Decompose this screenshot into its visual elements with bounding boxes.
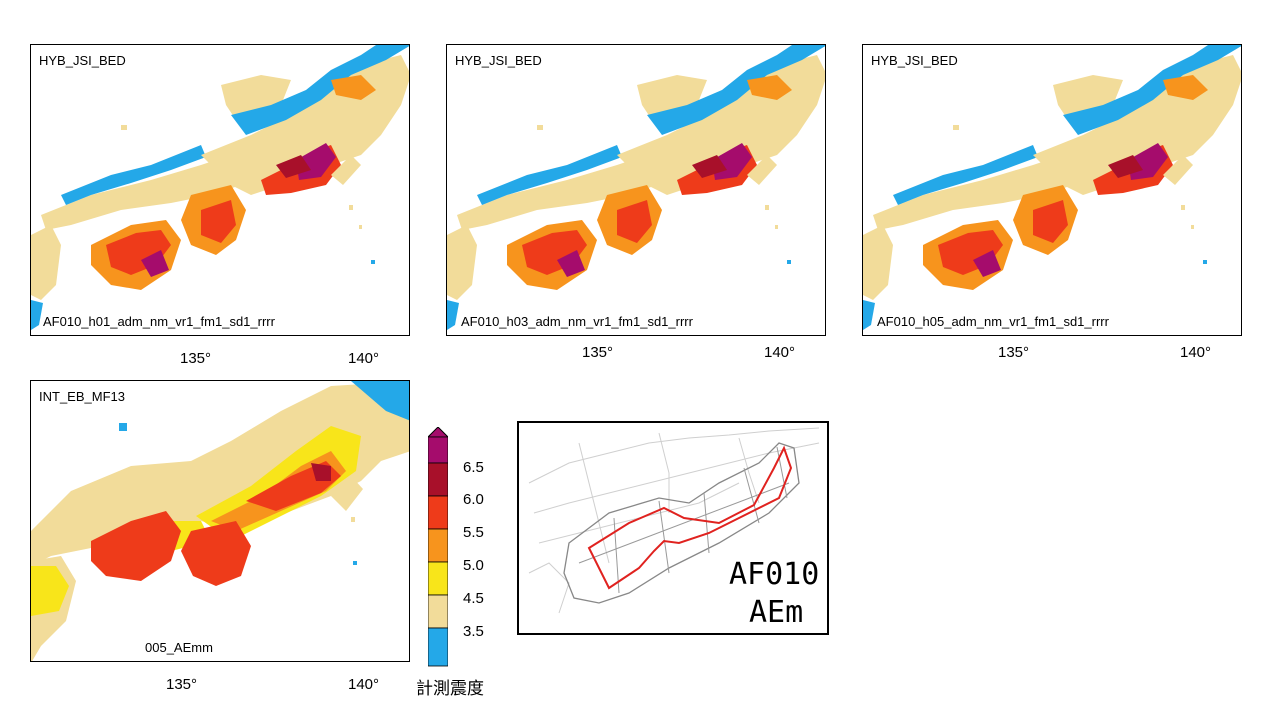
panel-title: HYB_JSI_BED [39,53,126,68]
colorbar-label-4-5: 4.5 [463,590,484,607]
map-frame: HYB_JSI_BED AF010_h01_adm_nm_vr1_fm1_sd1… [30,44,410,336]
x-tick-label-135: 135° [166,676,198,693]
colorbar-label-6-5: 6.5 [463,459,484,476]
map-frame: HYB_JSI_BED AF010_h05_adm_nm_vr1_fm1_sd1… [862,44,1242,336]
source-region-inset: AF010 AEm [517,421,829,635]
intensity-map [447,45,825,330]
panel-title: HYB_JSI_BED [455,53,542,68]
inset-label-model: AEm [749,595,804,630]
panel-case-label: AF010_h05_adm_nm_vr1_fm1_sd1_rrrr [877,314,1109,329]
colorbar [426,426,450,667]
intensity-map [31,45,409,330]
x-tick-label-135: 135° [998,344,1030,361]
colorbar-label-6-0: 6.0 [463,491,484,508]
intensity-map [31,381,409,661]
colorbar-label-3-5: 3.5 [463,623,484,640]
map-frame: INT_EB_MF13 005_AEmm [30,380,410,662]
x-tick-label-140: 140° [1180,344,1212,361]
x-tick-label-140: 140° [764,344,796,361]
inset-label-fault: AF010 [729,557,820,592]
map-frame: HYB_JSI_BED AF010_h03_adm_nm_vr1_fm1_sd1… [446,44,826,336]
colorbar-title: 計測震度 [416,679,484,699]
panel-title: INT_EB_MF13 [39,389,125,404]
panel-title: HYB_JSI_BED [871,53,958,68]
colorbar-label-5-5: 5.5 [463,524,484,541]
x-tick-label-140: 140° [348,676,380,693]
colorbar-label-5-0: 5.0 [463,557,484,574]
panel-case-label: AF010_h03_adm_nm_vr1_fm1_sd1_rrrr [461,314,693,329]
intensity-map [863,45,1241,330]
panel-case-label: 005_AEmm [145,640,213,655]
x-tick-label-140: 140° [348,350,380,367]
panel-case-label: AF010_h01_adm_nm_vr1_fm1_sd1_rrrr [43,314,275,329]
fault-outline-map [528,427,820,614]
x-tick-label-135: 135° [582,344,614,361]
colorbar-scale [426,426,450,667]
x-tick-label-135: 135° [180,350,212,367]
